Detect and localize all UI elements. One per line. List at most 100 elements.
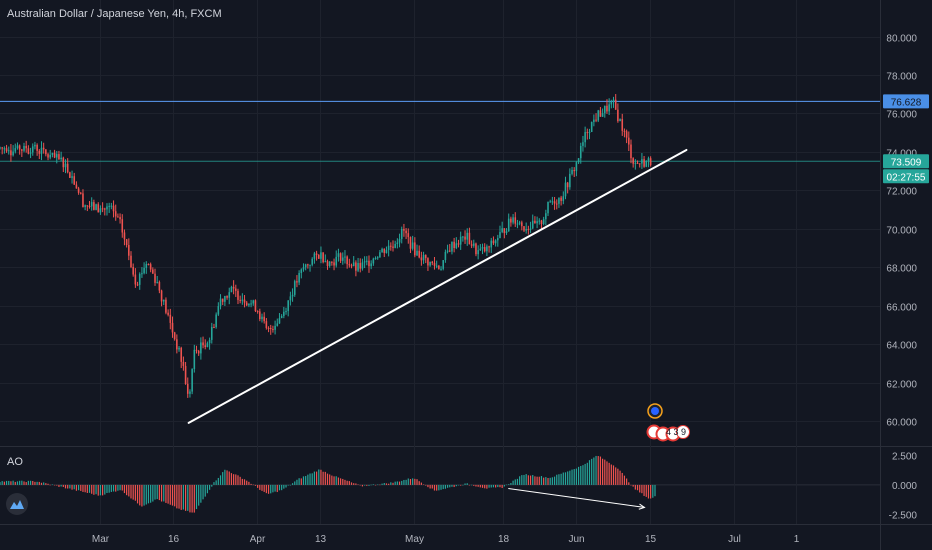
candle-body (643, 159, 645, 167)
candle-body (414, 242, 416, 256)
candle-body (47, 154, 49, 158)
ao-bar (342, 478, 344, 485)
horizontal-levels[interactable] (0, 100, 880, 162)
ao-bar (350, 482, 353, 485)
candle-body (523, 226, 525, 231)
candle-body (538, 220, 541, 222)
ao-bar (429, 484, 431, 489)
ao-bar (427, 484, 429, 488)
ao-bar (394, 481, 396, 485)
candle-body (636, 162, 639, 164)
candle-body (213, 327, 215, 329)
candle-body (79, 192, 82, 194)
candle-body (250, 303, 252, 305)
candle-body (119, 217, 121, 220)
ao-bar (198, 484, 200, 506)
candle-body (138, 273, 141, 285)
candle-body (158, 282, 161, 291)
ao-bar (281, 484, 283, 491)
candles (0, 94, 652, 398)
ao-bar (73, 484, 75, 490)
candle-body (25, 145, 27, 149)
candle-body (34, 144, 36, 147)
candle-body (0, 147, 1, 149)
candle-body (483, 247, 486, 252)
candle-body (320, 252, 322, 259)
candle-body (243, 299, 246, 303)
candle-body (333, 262, 335, 266)
tradingview-logo-icon[interactable] (6, 493, 28, 515)
ao-bar (564, 472, 567, 485)
candle-body (123, 232, 126, 240)
candle-body (82, 193, 84, 207)
candle-body (418, 250, 420, 258)
ao-bar (619, 470, 621, 485)
ao-bar (396, 481, 398, 485)
time-tick-label: Jun (568, 534, 584, 545)
ao-bar (108, 484, 110, 493)
candle-body (359, 263, 362, 269)
candle-body (269, 328, 272, 330)
ao-bar (652, 484, 654, 498)
time-axis[interactable]: Mar 16 Apr 13 May 18 Jun 15 Jul 1 (92, 534, 800, 545)
ao-bar (512, 480, 514, 485)
price-axis[interactable]: 60.000 62.000 64.000 66.000 68.000 70.000 72.0… (886, 34, 917, 429)
time-tick-label: 16 (168, 534, 180, 545)
ao-bar (514, 479, 516, 485)
ao-bar (612, 465, 615, 485)
ao-bar (540, 476, 543, 485)
candle-body (21, 149, 23, 151)
ao-bar (403, 479, 405, 485)
candle-body (235, 288, 237, 291)
ao-bar (348, 481, 350, 485)
ao-bar (86, 484, 88, 493)
ao-bar (492, 484, 495, 488)
ao-axis[interactable]: 2.500 0.000 -2.500 (889, 451, 918, 521)
candle-body (64, 163, 67, 168)
ao-bar (296, 479, 298, 485)
candle-body (307, 264, 309, 266)
symbol-title[interactable]: Australian Dollar / Japanese Yen, 4h, FX… (7, 8, 222, 20)
ao-bar (495, 484, 497, 488)
ao-bar (193, 484, 195, 513)
candle-body (560, 197, 562, 201)
ao-bar (510, 482, 512, 485)
ao-bar (150, 484, 152, 503)
ao-bar (180, 484, 182, 510)
ao-bar (43, 482, 45, 485)
candle-body (117, 216, 119, 218)
candle-body (38, 150, 41, 154)
ao-bar (643, 484, 645, 496)
candle-body (156, 282, 158, 284)
ao-bar (516, 478, 519, 485)
candle-body (521, 222, 523, 227)
ao-bar (235, 474, 237, 485)
candle-body (562, 196, 565, 201)
ao-bar (571, 469, 573, 485)
ao-bar (62, 484, 64, 487)
ao-bar (219, 475, 222, 485)
time-tick-label: Mar (92, 534, 110, 545)
candle-body (409, 237, 412, 249)
candle-body (66, 163, 69, 173)
ao-bar (202, 484, 204, 500)
drawings[interactable] (187, 148, 688, 510)
ao-bar (543, 477, 545, 485)
ao-bar (171, 484, 174, 506)
ao-bar (449, 484, 451, 488)
ao-bar (457, 484, 460, 486)
candle-body (376, 257, 379, 259)
candle-body (457, 243, 460, 245)
ao-bar (324, 471, 326, 485)
indicator-label[interactable]: AO (7, 456, 23, 468)
ao-bar (586, 462, 588, 485)
time-tick-label: Jul (728, 534, 741, 545)
candle-body (14, 148, 17, 152)
ao-bar (228, 471, 230, 485)
ao-bar (182, 484, 184, 510)
badges[interactable]: 4 3 9 (646, 403, 690, 442)
candle-body (239, 299, 241, 301)
ao-bar (5, 480, 8, 485)
candle-body (490, 240, 493, 248)
